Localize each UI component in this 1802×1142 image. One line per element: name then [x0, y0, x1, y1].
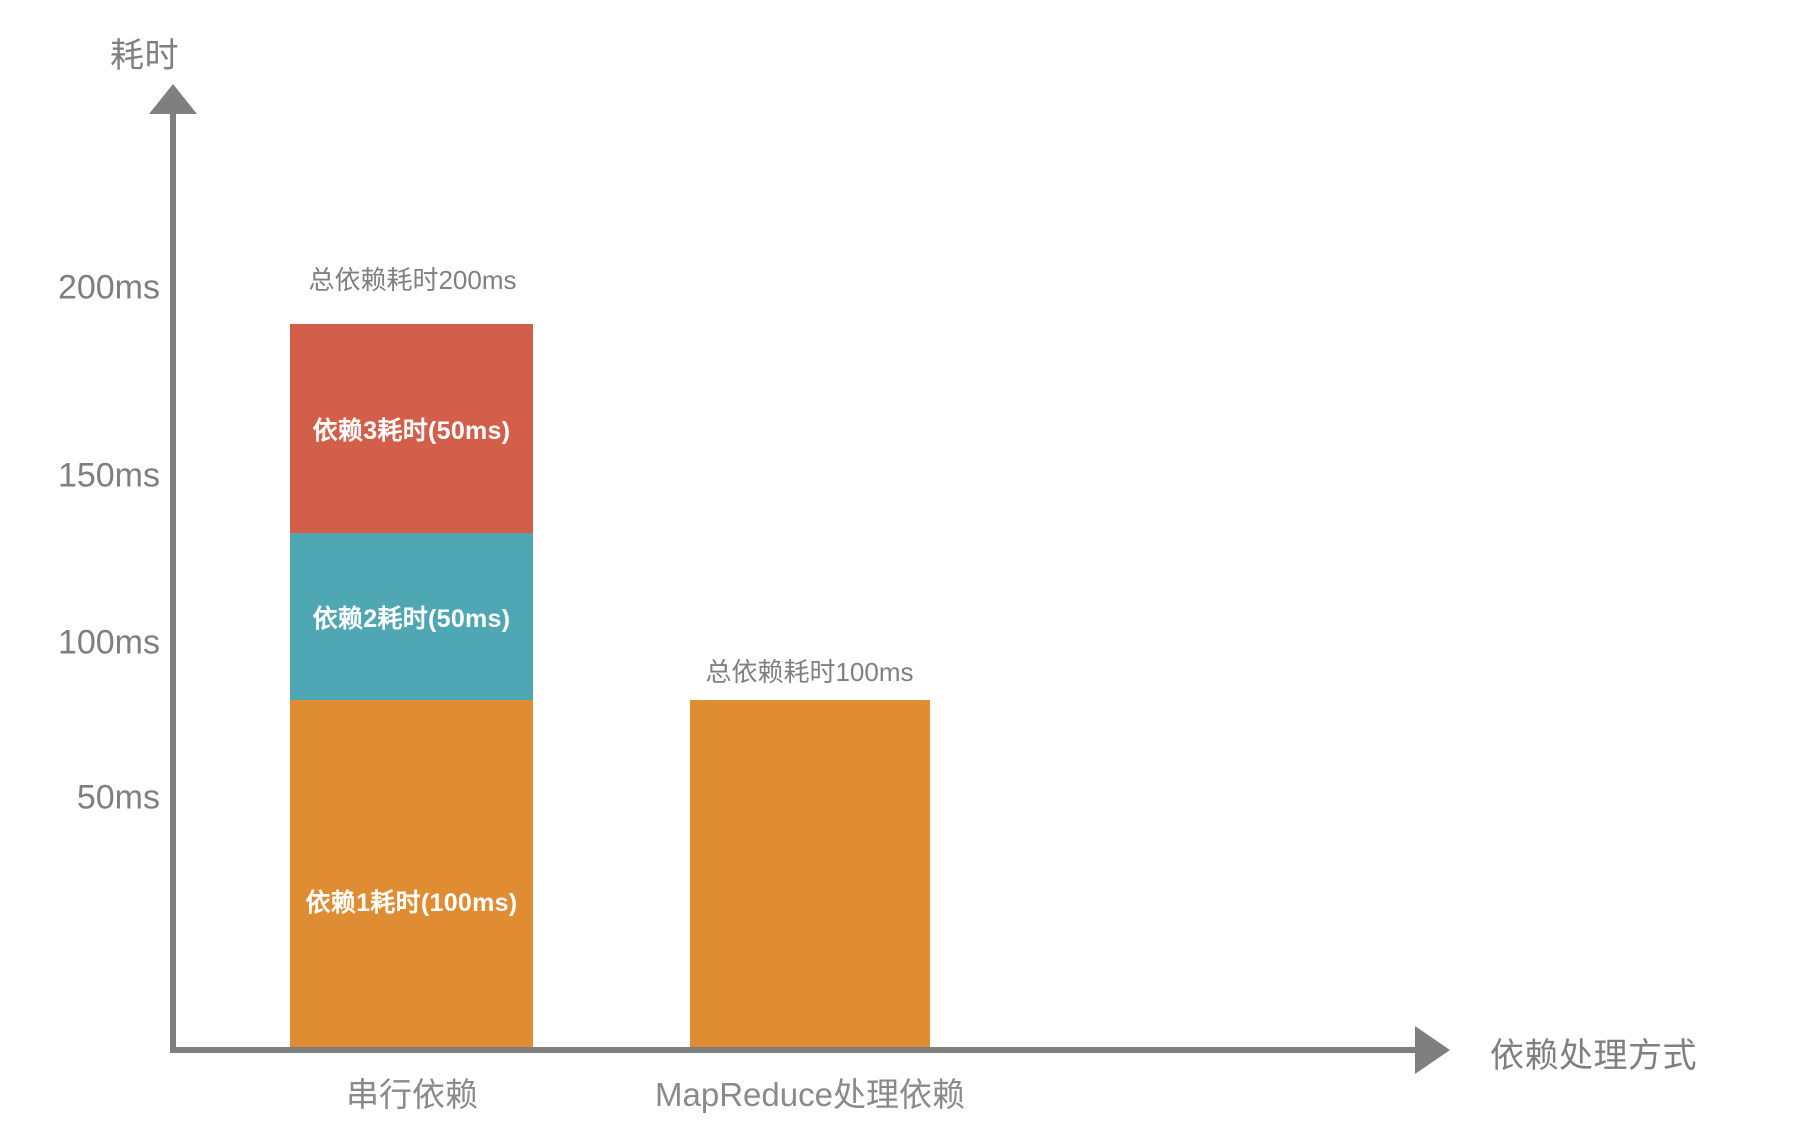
y-tick-label-200ms: 200ms	[57, 268, 160, 307]
y-axis-line	[170, 108, 176, 1053]
bar-segment-serial-dep1[interactable]: 依赖1耗时(100ms)	[290, 700, 533, 1047]
y-axis-title: 耗时	[110, 37, 179, 75]
y-tick-label-50ms: 50ms	[76, 778, 160, 817]
y-tick-label-150ms: 150ms	[57, 456, 160, 495]
x-axis-title: 依赖处理方式	[1490, 1037, 1697, 1075]
bar-total-label-mapreduce: 总依赖耗时100ms	[705, 657, 914, 687]
bar-segment-serial-dep2[interactable]: 依赖2耗时(50ms)	[290, 533, 533, 700]
bar-segment-mapreduce-dep1[interactable]	[690, 700, 930, 1047]
y-tick-label-100ms: 100ms	[57, 623, 160, 662]
bar-segment-label: 依赖1耗时(100ms)	[305, 889, 518, 917]
bar-segment-label: 依赖2耗时(50ms)	[312, 604, 511, 633]
bar-total-label-serial: 总依赖耗时200ms	[308, 265, 517, 295]
bar-segment-label: 依赖3耗时(50ms)	[312, 416, 511, 445]
x-axis-arrow-icon	[1415, 1026, 1450, 1074]
y-axis-arrow-icon	[149, 84, 197, 114]
x-axis-line	[170, 1047, 1420, 1053]
x-category-label-mapreduce: MapReduce处理依赖	[655, 1076, 965, 1113]
bar-segment-serial-dep3[interactable]: 依赖3耗时(50ms)	[290, 324, 533, 533]
x-category-label-serial: 串行依赖	[346, 1076, 478, 1113]
